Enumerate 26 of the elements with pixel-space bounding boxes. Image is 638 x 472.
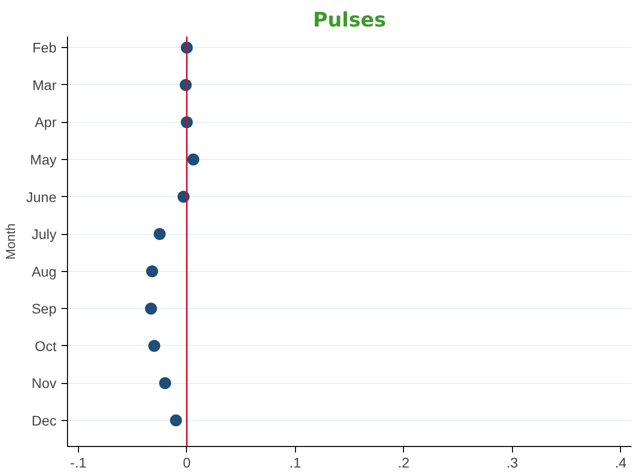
y-tick-label: Aug xyxy=(32,263,57,280)
point xyxy=(154,228,166,240)
y-tick-label: Dec xyxy=(32,412,57,428)
x-tick-label: .3 xyxy=(506,454,518,470)
y-tick-label: Oct xyxy=(34,338,57,354)
y-axis-title: Month xyxy=(3,223,18,260)
y-tick-label: Mar xyxy=(32,76,57,93)
x-tick-label: -.1 xyxy=(70,454,87,470)
y-tick-label: July xyxy=(32,226,57,242)
point xyxy=(148,340,160,352)
y-tick-label: May xyxy=(30,152,57,168)
point xyxy=(170,414,182,426)
y-tick-label: June xyxy=(26,188,57,205)
point xyxy=(146,265,158,278)
x-tick-label: .1 xyxy=(289,454,302,470)
x-tick-label: 0 xyxy=(182,454,191,470)
y-tick-label: Feb xyxy=(32,40,57,56)
chart-title: Pulses xyxy=(312,8,386,32)
point xyxy=(187,154,200,166)
x-tick-label: .4 xyxy=(614,454,627,470)
x-tick-label: .2 xyxy=(398,454,410,470)
y-tick-label: Nov xyxy=(32,375,57,392)
y-tick-label: Apr xyxy=(34,114,57,130)
point xyxy=(159,377,172,390)
y-tick-label: Sep xyxy=(32,300,57,317)
point xyxy=(145,302,158,315)
